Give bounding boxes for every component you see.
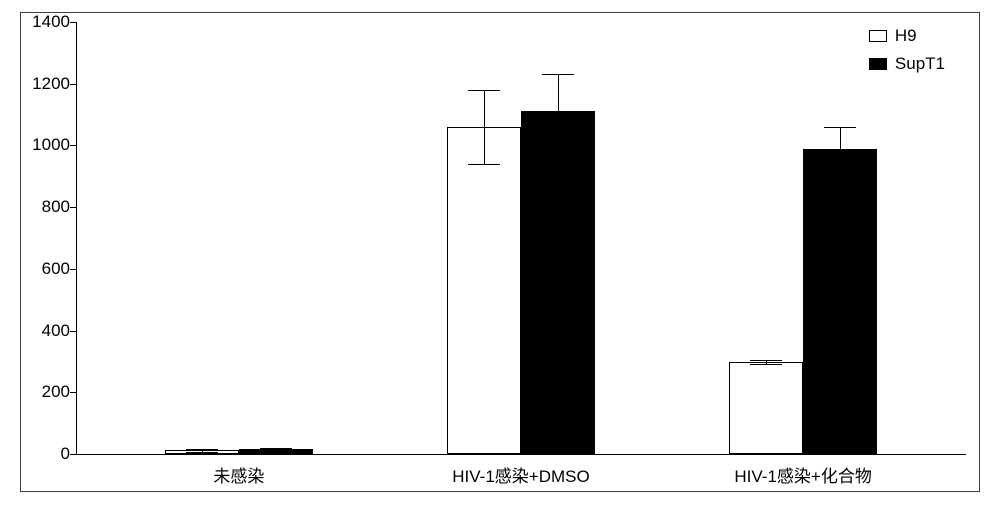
y-tick-mark — [70, 331, 76, 332]
y-tick-mark — [70, 392, 76, 393]
error-bar — [558, 74, 559, 148]
error-cap — [468, 164, 500, 165]
x-category-label: 未感染 — [213, 462, 264, 487]
error-bar — [840, 127, 841, 170]
y-tick-mark — [70, 22, 76, 23]
legend: H9 SupT1 — [869, 26, 945, 82]
y-tick-label: 400 — [30, 321, 70, 341]
y-tick-label: 200 — [30, 382, 70, 402]
bar-supt1 — [521, 111, 595, 454]
y-tick-label: 800 — [30, 197, 70, 217]
x-category-label: HIV-1感染+化合物 — [734, 462, 871, 487]
legend-swatch-supt1 — [869, 58, 887, 70]
bar-h9 — [447, 127, 521, 454]
error-cap — [260, 451, 292, 452]
error-bar — [484, 90, 485, 164]
y-tick-mark — [70, 207, 76, 208]
error-cap — [750, 360, 782, 361]
y-tick-mark — [70, 269, 76, 270]
error-cap — [186, 449, 218, 450]
error-cap — [542, 74, 574, 75]
error-cap — [542, 149, 574, 150]
y-tick-mark — [70, 84, 76, 85]
error-cap — [260, 448, 292, 449]
legend-swatch-h9 — [869, 30, 887, 42]
legend-item-h9: H9 — [869, 26, 945, 46]
y-tick-label: 0 — [30, 444, 70, 464]
y-tick-label: 600 — [30, 259, 70, 279]
bar-supt1 — [803, 149, 877, 454]
legend-item-supt1: SupT1 — [869, 54, 945, 74]
y-tick-mark — [70, 454, 76, 455]
legend-label-supt1: SupT1 — [895, 54, 945, 74]
error-cap — [750, 364, 782, 365]
y-tick-label: 1000 — [30, 135, 70, 155]
error-cap — [824, 127, 856, 128]
legend-label-h9: H9 — [895, 26, 917, 46]
x-category-label: HIV-1感染+DMSO — [452, 462, 589, 487]
bar-h9 — [729, 362, 803, 454]
y-tick-mark — [70, 145, 76, 146]
error-cap — [468, 90, 500, 91]
x-axis-line — [76, 454, 966, 455]
error-cap — [824, 170, 856, 171]
error-cap — [186, 452, 218, 453]
y-tick-label: 1200 — [30, 74, 70, 94]
y-tick-label: 1400 — [30, 12, 70, 32]
